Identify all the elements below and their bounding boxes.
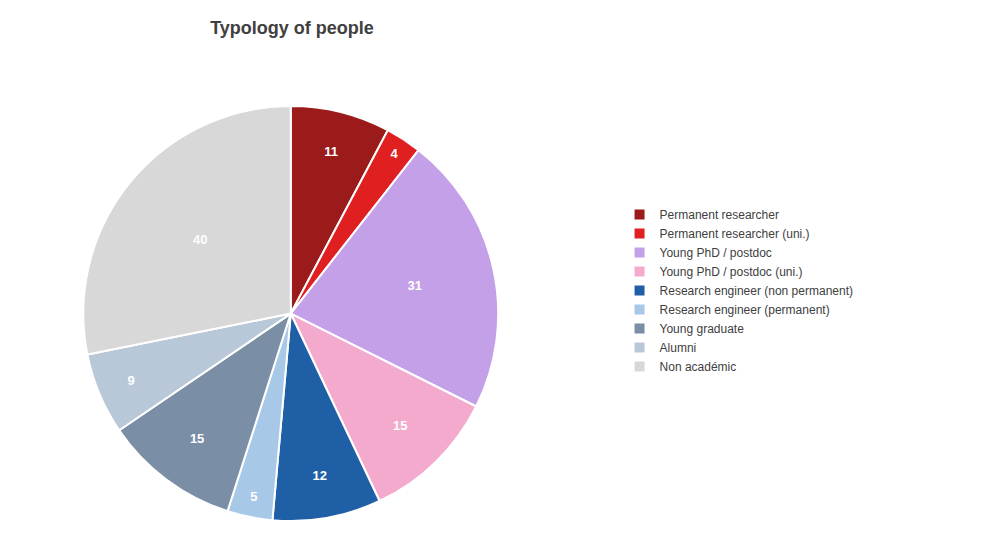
- svg-text:40: 40: [193, 232, 207, 247]
- svg-text:Research engineer (non permane: Research engineer (non permanent): [660, 284, 853, 298]
- svg-text:Permanent researcher: Permanent researcher: [660, 208, 779, 222]
- svg-text:15: 15: [393, 418, 407, 433]
- svg-text:Non académic: Non académic: [660, 360, 737, 374]
- svg-text:5: 5: [250, 489, 257, 504]
- svg-text:4: 4: [390, 146, 398, 161]
- svg-text:Young PhD / postdoc: Young PhD / postdoc: [660, 246, 772, 260]
- svg-text:9: 9: [128, 373, 135, 388]
- svg-text:Alumni: Alumni: [660, 341, 697, 355]
- svg-text:11: 11: [324, 144, 338, 159]
- svg-text:Permanent researcher (uni.): Permanent researcher (uni.): [660, 227, 810, 241]
- svg-text:12: 12: [312, 468, 326, 483]
- svg-text:Young PhD / postdoc (uni.): Young PhD / postdoc (uni.): [660, 265, 803, 279]
- svg-text:Research engineer (permanent): Research engineer (permanent): [660, 303, 830, 317]
- svg-text:15: 15: [190, 431, 204, 446]
- svg-text:31: 31: [407, 278, 421, 293]
- svg-text:Typology of people: Typology of people: [210, 18, 374, 38]
- svg-text:Young graduate: Young graduate: [660, 322, 745, 336]
